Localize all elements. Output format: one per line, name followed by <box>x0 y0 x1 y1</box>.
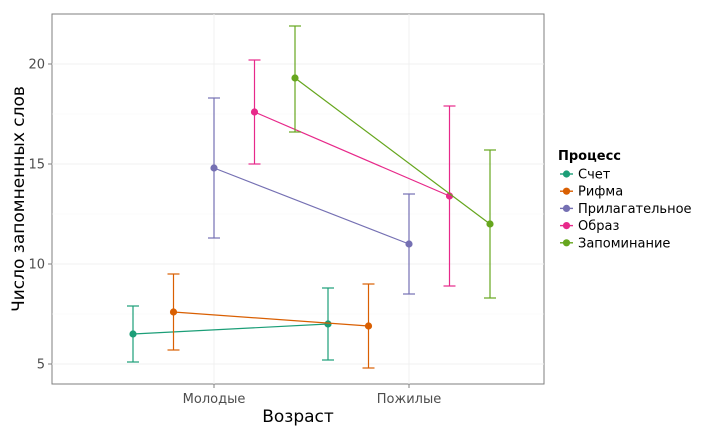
y-axis: 5 10 15 20 <box>28 58 52 373</box>
x-tick-label: Пожилые <box>377 392 441 407</box>
legend-label: Прилагательное <box>578 202 692 217</box>
series-line <box>132 323 329 335</box>
data-point <box>445 192 454 200</box>
legend-label: Счет <box>578 168 611 183</box>
series-0 <box>127 287 334 363</box>
legend-item: Рифма <box>560 185 623 200</box>
data-point <box>291 74 299 82</box>
legend-label: Рифма <box>578 185 623 200</box>
y-tick-label: 20 <box>28 58 45 73</box>
x-axis-title: Возраст <box>262 407 334 427</box>
data-point <box>405 240 413 248</box>
data-point <box>250 108 259 116</box>
series-layer <box>127 25 496 369</box>
legend-item: Запоминание <box>560 236 670 251</box>
legend-label: Образ <box>578 219 619 234</box>
legend-title: Процесс <box>558 149 621 164</box>
panel-background <box>51 13 545 385</box>
series-line <box>294 77 491 225</box>
x-axis: Молодые Пожилые <box>183 384 441 407</box>
series-line <box>173 311 369 327</box>
y-tick-label: 15 <box>28 158 45 173</box>
legend-key-point <box>562 204 571 212</box>
legend-item: Прилагательное <box>560 202 692 217</box>
series-3 <box>248 59 456 287</box>
data-point <box>129 330 137 338</box>
data-point <box>210 164 218 172</box>
y-tick-label: 10 <box>28 258 45 273</box>
data-point <box>364 322 373 330</box>
data-point <box>486 220 494 228</box>
legend-key-point <box>562 222 571 230</box>
data-point <box>324 320 332 328</box>
x-tick-label: Молодые <box>183 392 246 407</box>
series-2 <box>208 97 415 295</box>
series-1 <box>167 273 375 369</box>
legend: Процесс Счет Рифма Прилагательное Образ Запо… <box>558 149 692 251</box>
legend-item: Счет <box>560 168 611 183</box>
series-4 <box>289 25 496 299</box>
legend-label: Запоминание <box>578 236 670 251</box>
legend-key-point <box>562 187 571 195</box>
series-line <box>213 167 410 245</box>
y-axis-title: Число запомненных слов <box>9 86 29 312</box>
data-point <box>169 308 178 316</box>
legend-key-point <box>562 170 571 178</box>
series-line <box>254 111 450 197</box>
legend-key-point <box>562 239 571 247</box>
legend-item: Образ <box>560 219 619 234</box>
y-tick-label: 5 <box>37 358 45 373</box>
